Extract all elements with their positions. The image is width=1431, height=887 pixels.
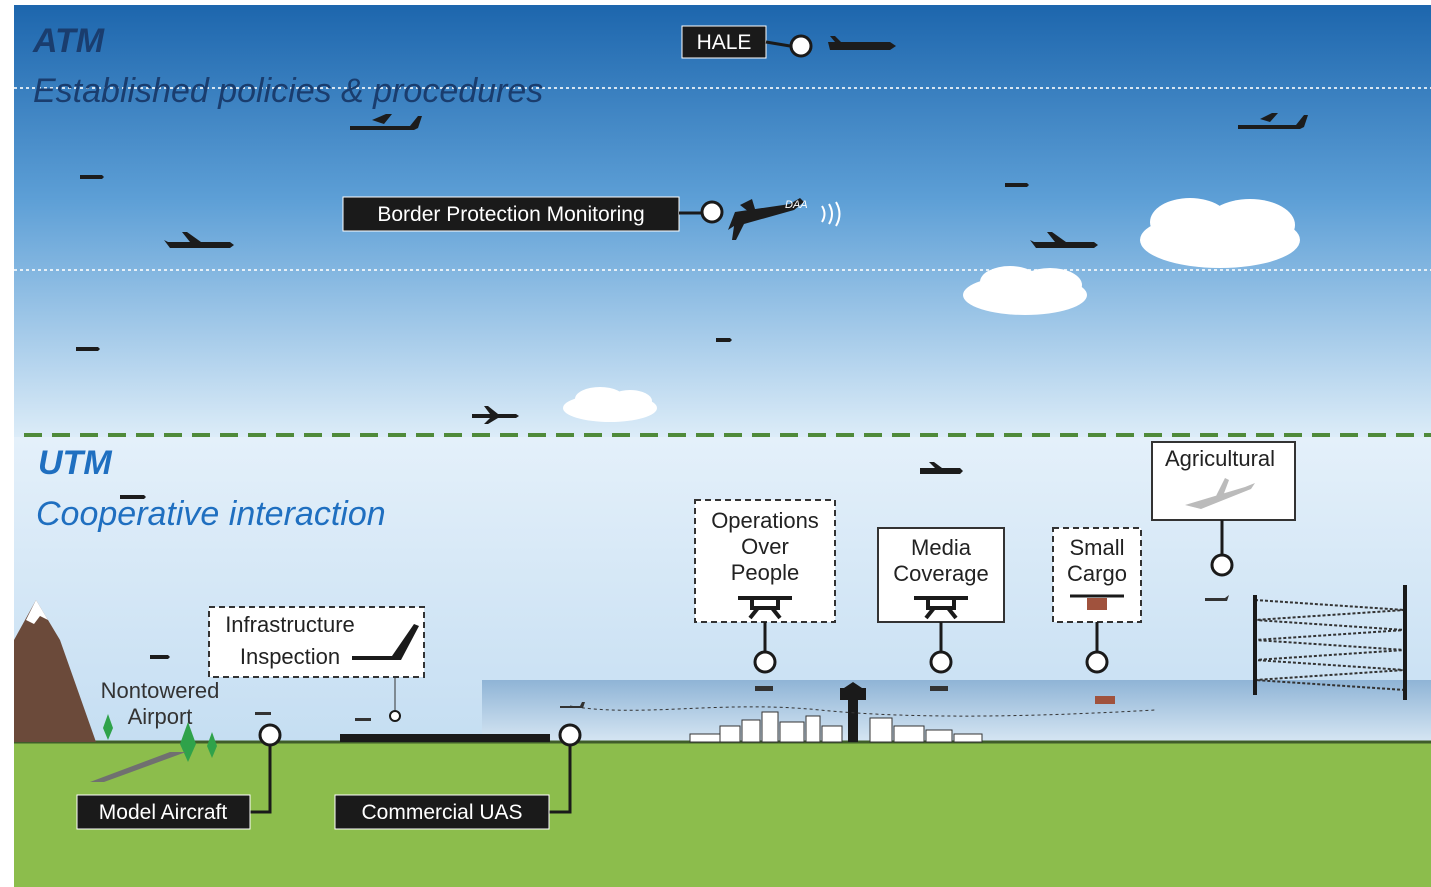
media-label: Coverage (893, 561, 988, 586)
marker (560, 725, 580, 745)
utm-title: UTM (38, 444, 112, 482)
marker (931, 652, 951, 672)
commercial-uas-label: Commercial UAS (361, 801, 522, 824)
infrastructure-label: Infrastructure (225, 612, 355, 637)
page: {"atm": {"title": "ATM", "subtitle": "Es… (0, 0, 1431, 887)
haze (482, 680, 1431, 742)
operations-label: People (731, 560, 800, 585)
marker (755, 652, 775, 672)
runway (340, 734, 550, 742)
utm-subtitle: Cooperative interaction (36, 495, 386, 533)
marker (702, 202, 722, 222)
marker (390, 711, 400, 721)
model-aircraft-label: Model Aircraft (99, 801, 228, 824)
marker (791, 36, 811, 56)
cargo-icon (1087, 598, 1107, 610)
marker (1087, 652, 1107, 672)
atm-subtitle: Established policies & procedures (33, 72, 543, 110)
agricultural-label: Agricultural (1165, 446, 1275, 471)
media-label: Media (911, 535, 972, 560)
cargo-label: Small (1069, 535, 1124, 560)
operations-label: Over (741, 534, 789, 559)
atm-title: ATM (32, 22, 105, 60)
cargo-label: Cargo (1067, 561, 1127, 586)
hale-label: HALE (697, 31, 752, 54)
diagram: DAA ATM Established policies & procedure… (0, 0, 1431, 887)
marker (260, 725, 280, 745)
airport-label: Airport (128, 704, 193, 729)
marker (1212, 555, 1232, 575)
border-protection-label: Border Protection Monitoring (377, 203, 644, 226)
infrastructure-label: Inspection (240, 644, 340, 669)
daa-label: DAA (785, 199, 808, 211)
operations-label: Operations (711, 508, 819, 533)
airport-label: Nontowered (101, 678, 220, 703)
